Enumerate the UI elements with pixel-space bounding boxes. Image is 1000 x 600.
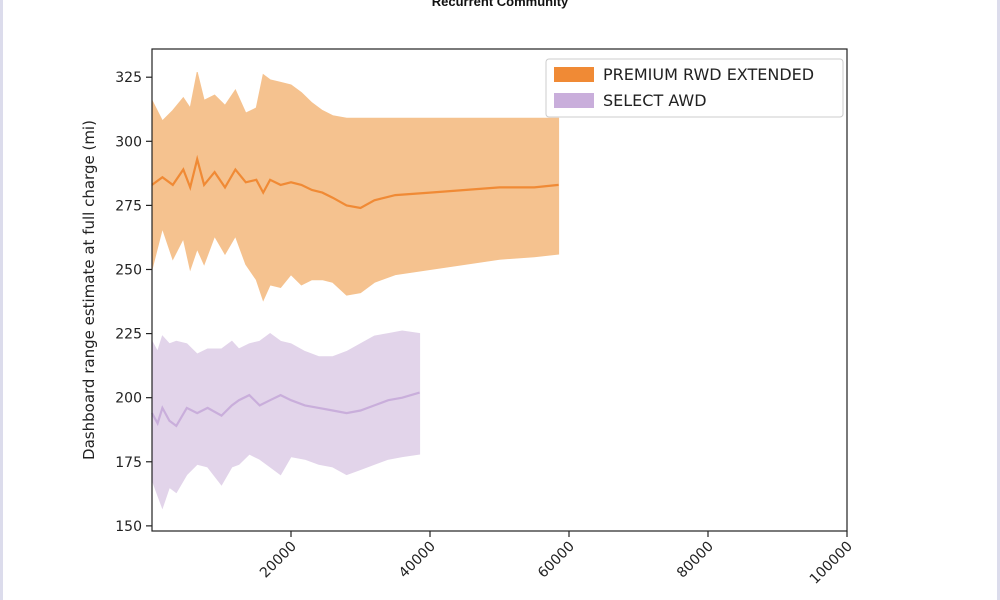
y-tick-label: 300 bbox=[115, 134, 142, 150]
frame-left-border bbox=[0, 0, 3, 600]
x-tick-label: 80000 bbox=[674, 539, 717, 582]
y-tick-label: 150 bbox=[115, 519, 142, 535]
page-header-title: Recurrent Community bbox=[431, 0, 569, 9]
legend-swatch-0 bbox=[554, 67, 594, 82]
legend-swatch-1 bbox=[554, 93, 594, 108]
y-tick-label: 175 bbox=[115, 455, 142, 471]
x-axis: 20000 40000 60000 80000 100000 bbox=[257, 531, 856, 588]
x-tick-label: 40000 bbox=[396, 539, 439, 582]
plot-area-frame bbox=[151, 48, 848, 532]
series-band-0 bbox=[151, 71, 560, 302]
legend-box bbox=[545, 58, 844, 118]
band-layer bbox=[151, 71, 560, 510]
series-mean-line-0 bbox=[151, 154, 559, 210]
y-tick-label: 225 bbox=[115, 327, 142, 343]
y-tick-label: 325 bbox=[115, 70, 142, 86]
legend-label-1: SELECT AWD bbox=[603, 91, 707, 110]
legend: PREMIUM RWD EXTENDED SELECT AWD bbox=[545, 58, 844, 118]
y-tick-label: 275 bbox=[115, 198, 142, 214]
frame-right-border bbox=[997, 0, 1000, 600]
y-tick-label: 250 bbox=[115, 262, 142, 278]
legend-label-0: PREMIUM RWD EXTENDED bbox=[603, 65, 814, 84]
series-band-1 bbox=[151, 330, 421, 510]
line-layer bbox=[151, 154, 559, 428]
series-mean-line-1 bbox=[151, 391, 420, 428]
y-axis-label: Dashboard range estimate at full charge … bbox=[80, 120, 98, 460]
y-axis: 150 175 200 225 250 275 300 325 bbox=[115, 70, 152, 535]
y-tick-label: 200 bbox=[115, 391, 142, 407]
x-tick-label: 60000 bbox=[535, 539, 578, 582]
x-tick-label: 100000 bbox=[807, 539, 856, 588]
x-tick-label: 20000 bbox=[257, 539, 300, 582]
